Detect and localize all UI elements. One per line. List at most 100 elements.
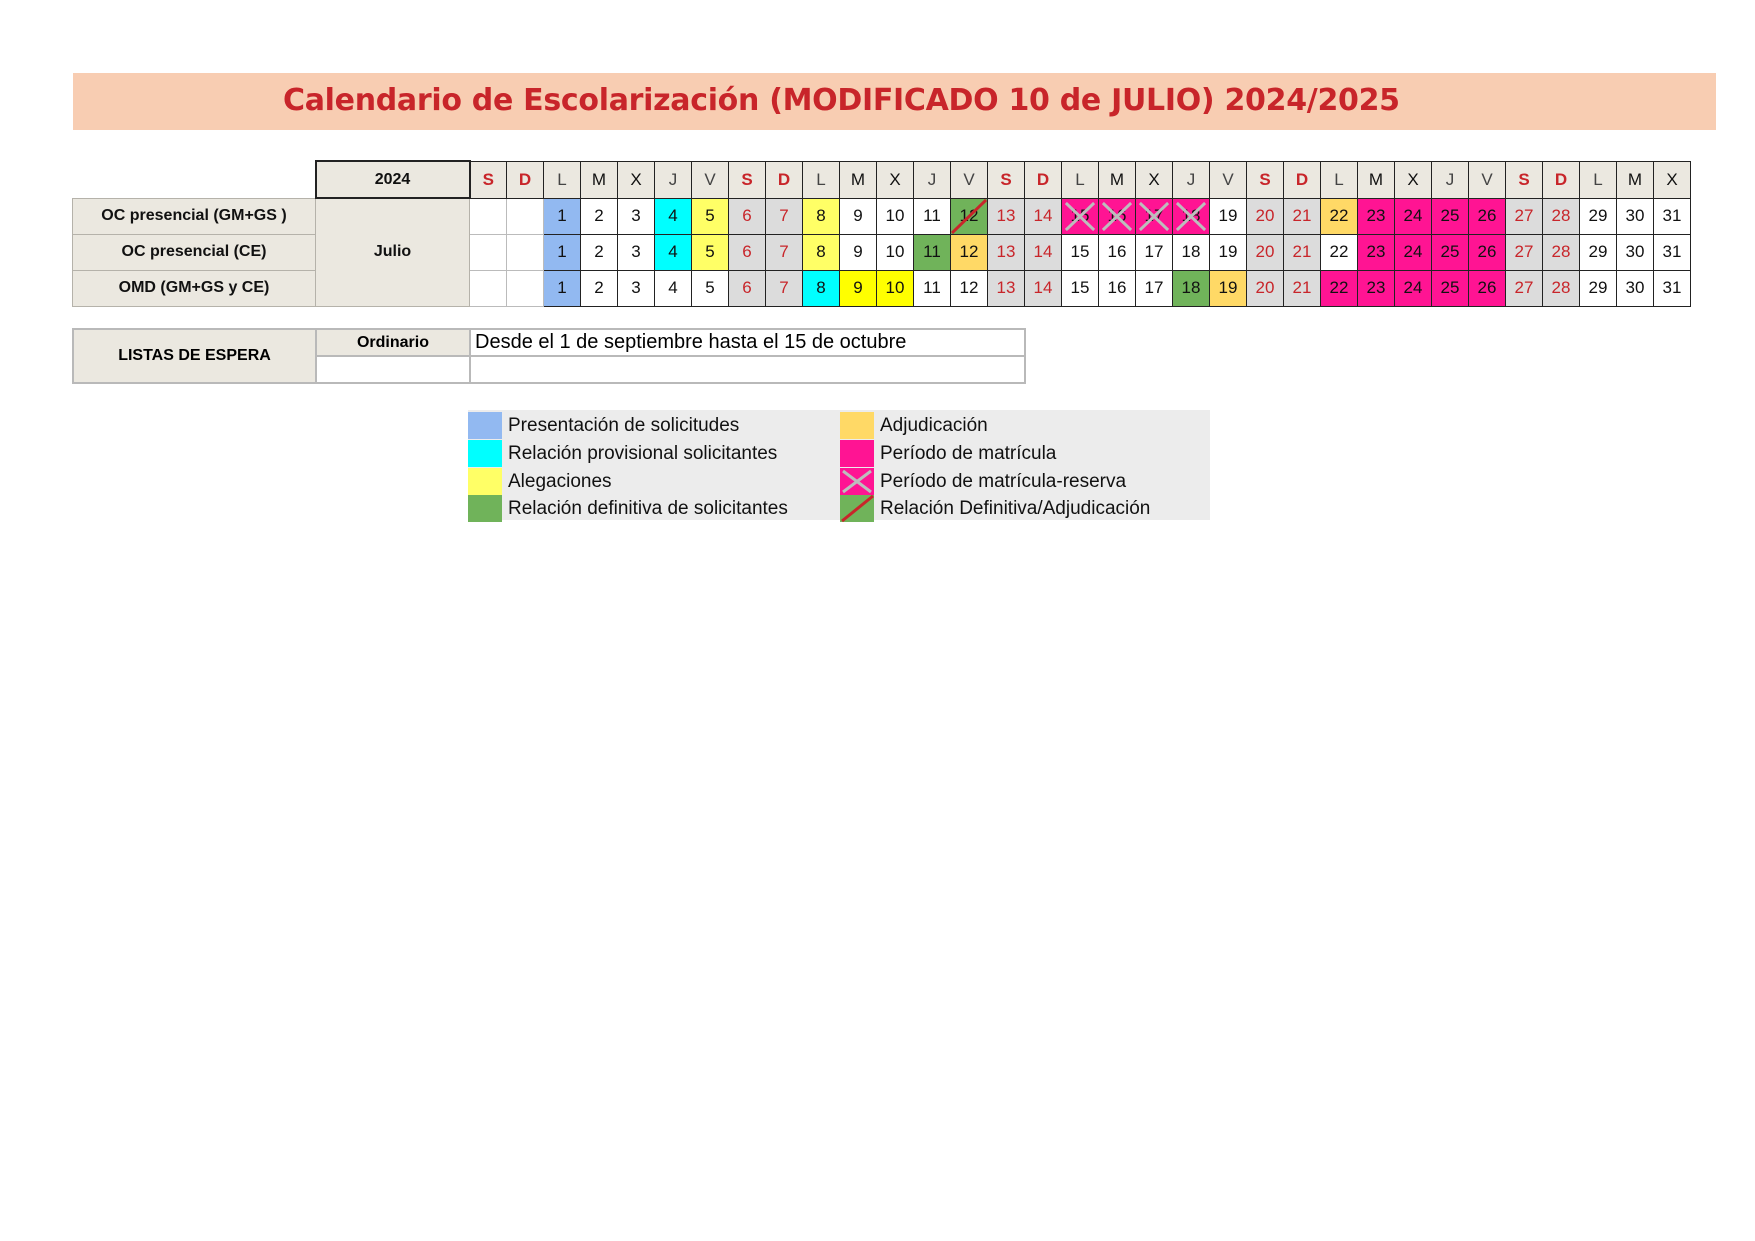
day-cell: 10: [876, 197, 914, 235]
day-number: 6: [742, 242, 752, 261]
day-cell: 6: [728, 233, 766, 271]
day-cell: 28: [1542, 197, 1580, 235]
day-of-week-header: V: [1468, 160, 1506, 199]
day-cell: 1: [543, 269, 581, 307]
day-cell: 10: [876, 233, 914, 271]
day-number: 4: [668, 278, 678, 297]
day-cell: 23: [1357, 233, 1395, 271]
legend: Presentación de solicitudes Relación pro…: [468, 410, 1210, 522]
day-cell: 31: [1653, 233, 1691, 271]
day-cell: 14: [1024, 269, 1062, 307]
day-number: 28: [1551, 278, 1571, 297]
legend-swatch: [840, 495, 874, 522]
empty-day-cell: [506, 233, 544, 271]
row-label: OC presencial (CE): [72, 233, 316, 271]
day-number: 25: [1440, 278, 1460, 297]
legend-item-matricula: Período de matrícula: [840, 440, 1056, 467]
day-of-week-header: X: [1135, 160, 1173, 199]
day-number: 11: [923, 278, 941, 297]
day-cell: 16: [1098, 269, 1136, 307]
day-cell: 24: [1394, 269, 1432, 307]
day-cell: 6: [728, 197, 766, 235]
day-of-week-header: L: [802, 160, 840, 199]
day-cell: 24: [1394, 197, 1432, 235]
legend-item-matricula-reserva: Período de matrícula-reserva: [840, 468, 1126, 495]
day-of-week-header: X: [617, 160, 655, 199]
day-cell: 18: [1172, 269, 1210, 307]
cross-mark-icon: [842, 469, 872, 494]
day-number: 28: [1551, 242, 1571, 261]
legend-swatch: [840, 412, 874, 439]
legend-item-definitiva-adjudicacion: Relación Definitiva/Adjudicación: [840, 495, 1150, 522]
day-number: 27: [1514, 242, 1534, 261]
day-of-week-header: M: [1357, 160, 1395, 199]
waiting-list-empty-cell: [315, 355, 471, 384]
day-cell: 30: [1616, 269, 1654, 307]
day-number: 20: [1255, 278, 1275, 297]
day-cell: 14: [1024, 197, 1062, 235]
day-number: 27: [1514, 278, 1534, 297]
day-number: 25: [1440, 206, 1460, 225]
day-number: 25: [1440, 242, 1460, 261]
day-cell: 1: [543, 197, 581, 235]
day-number: 30: [1625, 278, 1645, 297]
day-cell: 8: [802, 233, 840, 271]
day-cell: 9: [839, 197, 877, 235]
day-of-week-header: V: [691, 160, 729, 199]
empty-day-cell: [506, 269, 544, 307]
day-of-week-header: J: [1172, 160, 1210, 199]
day-number: 17: [1144, 206, 1164, 225]
day-number: 5: [705, 206, 715, 225]
day-number: 7: [779, 206, 789, 225]
legend-item-alegaciones: Alegaciones: [468, 468, 612, 495]
day-cell: 12: [950, 269, 988, 307]
legend-label: Relación definitiva de solicitantes: [508, 497, 788, 519]
day-cell: 3: [617, 269, 655, 307]
day-of-week-header: J: [1431, 160, 1469, 199]
day-cell: 13: [987, 269, 1025, 307]
day-number: 15: [1070, 206, 1090, 225]
day-number: 3: [631, 278, 641, 297]
day-number: 19: [1218, 278, 1238, 297]
day-cell: 24: [1394, 233, 1432, 271]
day-number: 24: [1403, 206, 1423, 225]
day-of-week-header: V: [1209, 160, 1247, 199]
day-cell: 4: [654, 269, 692, 307]
day-cell: 1: [543, 233, 581, 271]
day-cell: 15: [1061, 197, 1099, 235]
day-cell: 5: [691, 233, 729, 271]
waiting-list-period-text: Desde el 1 de septiembre hasta el 15 de …: [469, 328, 1026, 357]
day-number: 21: [1292, 278, 1312, 297]
day-cell: 23: [1357, 269, 1395, 307]
day-cell: 4: [654, 233, 692, 271]
day-cell: 5: [691, 197, 729, 235]
day-of-week-header: V: [950, 160, 988, 199]
day-cell: 25: [1431, 233, 1469, 271]
row-label: OC presencial (GM+GS ): [72, 197, 316, 235]
day-number: 22: [1329, 206, 1349, 225]
legend-swatch: [840, 468, 874, 495]
day-number: 11: [923, 242, 941, 261]
day-cell: 5: [691, 269, 729, 307]
day-of-week-header: M: [1616, 160, 1654, 199]
legend-item-relacion-definitiva: Relación definitiva de solicitantes: [468, 495, 788, 522]
day-cell: 20: [1246, 197, 1284, 235]
day-number: 1: [557, 278, 567, 297]
day-number: 16: [1107, 242, 1127, 261]
waiting-list-empty-cell: [469, 355, 1026, 384]
day-cell: 31: [1653, 269, 1691, 307]
day-cell: 26: [1468, 233, 1506, 271]
day-cell: 2: [580, 269, 618, 307]
day-of-week-header: S: [1505, 160, 1543, 199]
day-of-week-header: S: [728, 160, 766, 199]
empty-day-cell: [469, 233, 507, 271]
day-cell: 11: [913, 233, 951, 271]
day-number: 9: [853, 206, 863, 225]
day-cell: 7: [765, 269, 803, 307]
day-cell: 19: [1209, 233, 1247, 271]
day-number: 5: [705, 242, 715, 261]
day-cell: 13: [987, 197, 1025, 235]
month-label: Julio: [315, 197, 470, 307]
year-header: 2024: [314, 160, 471, 199]
day-number: 11: [923, 206, 941, 225]
